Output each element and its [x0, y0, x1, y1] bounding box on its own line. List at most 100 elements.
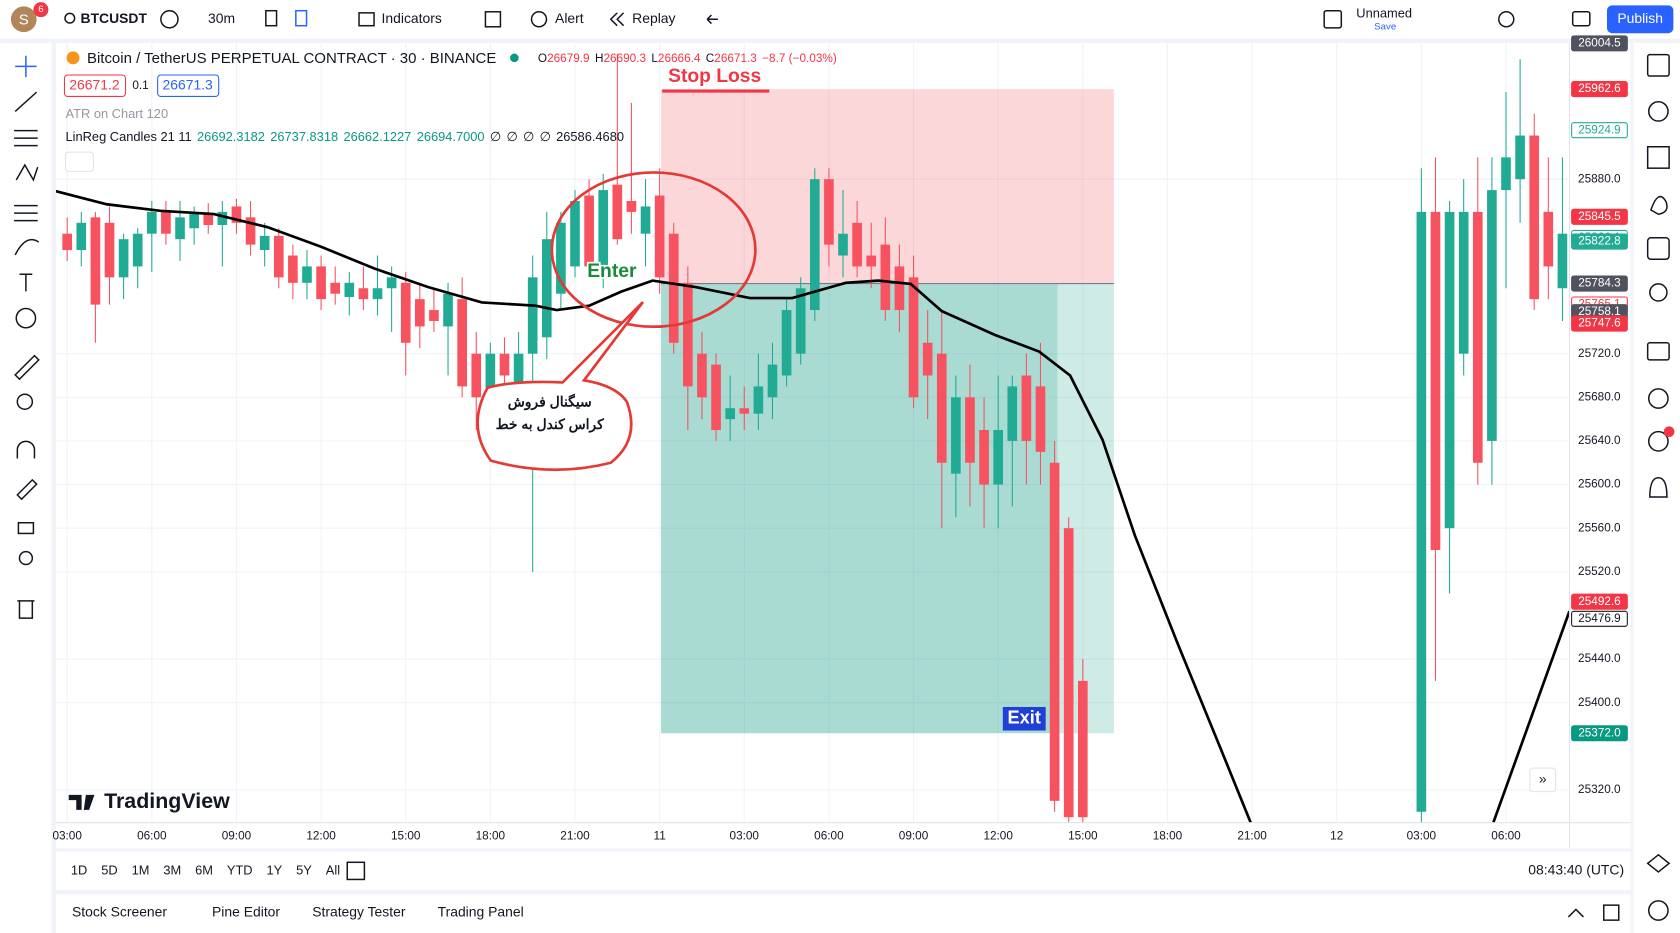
- bottom-tab[interactable]: Stock Screener: [72, 903, 167, 919]
- candle-body: [979, 430, 989, 485]
- y-tick-label: 25440.0: [1578, 652, 1621, 665]
- bottom-tab[interactable]: Pine Editor: [212, 903, 280, 919]
- range-button[interactable]: 6M: [195, 862, 213, 877]
- symbol[interactable]: BTCUSDT: [81, 10, 148, 26]
- x-tick-label: 15:00: [1068, 830, 1098, 843]
- goto-date[interactable]: [346, 861, 366, 881]
- range-button[interactable]: All: [326, 862, 340, 877]
- right-sidebar: [1633, 42, 1680, 933]
- candle-body: [908, 277, 919, 398]
- ohlc-value: 26671.3: [714, 52, 757, 65]
- templates-icon[interactable]: [484, 11, 502, 28]
- candle-body: [1515, 135, 1525, 180]
- candles-icon[interactable]: [295, 9, 308, 27]
- x-tick-label: 21:00: [1237, 830, 1267, 843]
- interval[interactable]: 30m: [208, 10, 235, 26]
- range-button[interactable]: 3M: [163, 862, 181, 877]
- undo[interactable]: [706, 14, 718, 25]
- linreg-value: 26694.7000: [417, 130, 485, 145]
- price-tag-label: 25962.6: [1578, 82, 1621, 95]
- maximize[interactable]: [1603, 904, 1620, 921]
- candle-body: [62, 233, 72, 251]
- layout-icon[interactable]: [1323, 9, 1343, 29]
- price-tag-label: 25924.9: [1578, 123, 1621, 136]
- range-button[interactable]: YTD: [227, 862, 253, 877]
- bottom-tab[interactable]: Trading Panel: [438, 903, 524, 919]
- candle-body: [457, 299, 467, 387]
- candle-body: [273, 235, 284, 278]
- candle-body: [1049, 462, 1060, 801]
- range-button[interactable]: 1Y: [267, 862, 283, 877]
- price-tag-label: 25845.5: [1578, 210, 1621, 223]
- candle-body: [612, 184, 623, 240]
- snapshot[interactable]: [1571, 11, 1591, 27]
- plot-area: [55, 42, 1570, 823]
- candle-body: [344, 282, 355, 297]
- candle-body: [725, 408, 735, 420]
- x-tick-label: 12:00: [983, 830, 1013, 843]
- layout-name[interactable]: Unnamed: [1356, 5, 1412, 20]
- save-label[interactable]: Save: [1374, 21, 1396, 32]
- badge: [33, 2, 49, 18]
- candle-body: [527, 277, 538, 354]
- candle-body: [753, 386, 764, 414]
- publish-button[interactable]: [1606, 5, 1674, 34]
- price-tag-label: 25372.0: [1578, 726, 1621, 739]
- exit-label: Exit: [1008, 708, 1041, 728]
- price-tag: [1571, 725, 1628, 742]
- y-tick-label: 25320.0: [1578, 783, 1621, 796]
- candle-body: [1487, 190, 1497, 441]
- candle-body: [132, 233, 143, 267]
- bars-icon[interactable]: [265, 9, 278, 27]
- candle-body: [400, 282, 411, 343]
- x-tick-label: 09:00: [222, 830, 252, 843]
- candle-body: [668, 233, 679, 343]
- candle-body: [795, 288, 806, 354]
- clock: 08:43:40 (UTC): [1528, 862, 1624, 878]
- y-tick-label: 25640.0: [1578, 434, 1621, 447]
- bottom-tab[interactable]: Strategy Tester: [312, 903, 406, 919]
- candle-body: [1035, 386, 1046, 452]
- candle-body: [852, 222, 862, 267]
- bid-box[interactable]: [63, 74, 127, 97]
- watermark: TradingView: [104, 789, 230, 813]
- price-tag-label: 25822.8: [1578, 235, 1621, 248]
- range-button[interactable]: 5D: [101, 862, 117, 877]
- candle-body: [654, 195, 665, 278]
- scroll-right[interactable]: [1529, 767, 1557, 793]
- indicators-button[interactable]: Indicators: [382, 10, 442, 26]
- collapse[interactable]: [1567, 908, 1584, 918]
- range-button[interactable]: 1M: [132, 862, 150, 877]
- candle-body: [1444, 211, 1455, 529]
- y-tick-label: 25520.0: [1578, 565, 1621, 578]
- candle-body: [203, 214, 214, 225]
- collapse-legend[interactable]: [64, 151, 94, 172]
- avatar[interactable]: [10, 6, 37, 33]
- ask: 26671.3: [163, 76, 214, 92]
- range-button[interactable]: 5Y: [296, 862, 312, 877]
- candle-body: [697, 353, 707, 398]
- replay-button[interactable]: Replay: [632, 10, 675, 26]
- range-button[interactable]: 1D: [71, 862, 87, 877]
- add-symbol[interactable]: [160, 9, 179, 29]
- price-tag: [1571, 315, 1628, 332]
- settings[interactable]: [1498, 11, 1515, 28]
- candle-body: [1007, 386, 1018, 441]
- x-tick-label: 18:00: [476, 830, 506, 843]
- candle-body: [1472, 211, 1483, 463]
- price-tag: [1571, 35, 1628, 52]
- linreg-line: [55, 189, 1570, 823]
- candle-body: [598, 190, 609, 267]
- candle-body: [118, 239, 129, 278]
- candle-body: [1557, 233, 1568, 289]
- scroll-glyph: »: [1539, 770, 1547, 786]
- highlight-circle: [550, 171, 757, 329]
- candle-body: [1458, 211, 1469, 354]
- alert-button[interactable]: Alert: [555, 10, 584, 26]
- ohlc-label: O: [538, 52, 547, 65]
- market-dot: [510, 53, 519, 63]
- price-tag-label: 26004.5: [1578, 37, 1621, 50]
- top-toolbar: [0, 0, 1680, 39]
- ask-box[interactable]: [157, 74, 220, 97]
